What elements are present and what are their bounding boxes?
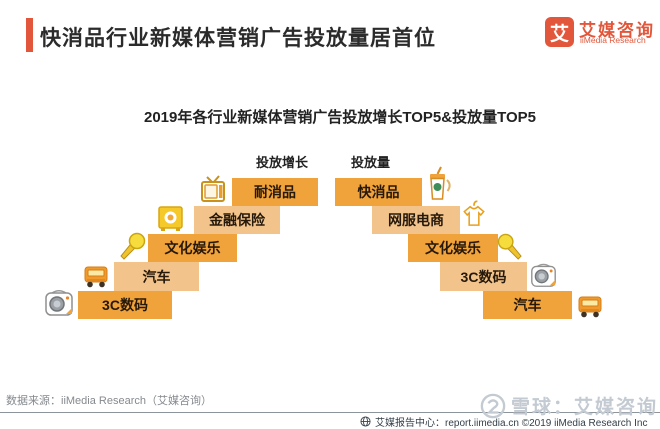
right-column-label: 投放量	[351, 155, 391, 170]
volume-rank3-label: 文化娱乐	[425, 240, 481, 256]
xueqiu-watermark: 雪球：艾媒咨询	[480, 392, 658, 419]
volume-rank4-block: 3C数码	[440, 262, 527, 291]
brand-name-en: iiMedia Research	[580, 35, 646, 45]
volume-rank2-block: 网服电商	[372, 206, 460, 234]
volume-rank5-block: 汽车	[483, 291, 572, 319]
footer-divider	[0, 412, 660, 413]
camera-icon	[531, 263, 556, 287]
globe-icon	[360, 416, 371, 427]
tv-icon	[201, 175, 225, 202]
report-footer-text: 艾媒报告中心：report.iimedia.cn ©2019 iiMedia R…	[375, 418, 648, 429]
volume-rank2-label: 网服电商	[388, 212, 444, 228]
xueqiu-watermark-text: 雪球：艾媒咨询	[511, 397, 659, 418]
growth-rank1-block: 耐消品	[232, 178, 318, 206]
car-icon	[578, 296, 602, 318]
growth-rank5-label: 3C数码	[102, 297, 148, 313]
report-footer: 艾媒报告中心：report.iimedia.cn ©2019 iiMedia R…	[360, 415, 658, 429]
growth-rank4-block: 汽车	[114, 262, 199, 291]
data-source-note: 数据来源：iiMedia Research（艾媒咨询）	[6, 395, 212, 407]
xueqiu-logo-icon	[480, 393, 506, 418]
left-column-label: 投放增长	[256, 155, 309, 170]
growth-rank3-label: 文化娱乐	[164, 240, 221, 256]
page-title: 快消品行业新媒体营销广告投放量居首位	[40, 27, 436, 50]
chart-title: 2019年各行业新媒体营销广告投放增长TOP5&投放量TOP5	[143, 109, 537, 126]
growth-rank2-block: 金融保险	[194, 206, 280, 234]
brand-name-cn: 艾媒咨询	[579, 21, 655, 40]
growth-rank1-label: 耐消品	[254, 184, 296, 200]
camera-icon	[45, 290, 73, 316]
growth-rank2-label: 金融保险	[209, 212, 265, 228]
volume-rank5-label: 汽车	[513, 297, 542, 313]
growth-rank5-block: 3C数码	[78, 291, 172, 319]
drink-cup-icon	[430, 166, 451, 200]
growth-rank4-label: 汽车	[142, 268, 171, 285]
volume-rank4-label: 3C数码	[460, 268, 507, 285]
iimedia-logo: 艾	[545, 17, 574, 47]
volume-rank1-label: 快消品	[357, 184, 400, 200]
microphone-icon	[120, 232, 146, 260]
growth-rank3-block: 文化娱乐	[148, 234, 237, 262]
volume-rank3-block: 文化娱乐	[408, 234, 498, 262]
safe-icon	[158, 206, 183, 231]
iimedia-logo-glyph: 艾	[549, 23, 569, 45]
title-accent-bar	[26, 18, 33, 52]
car-icon	[84, 266, 108, 288]
volume-rank1-block: 快消品	[335, 178, 422, 206]
tshirt-icon	[463, 200, 485, 226]
microphone-icon	[497, 233, 522, 260]
